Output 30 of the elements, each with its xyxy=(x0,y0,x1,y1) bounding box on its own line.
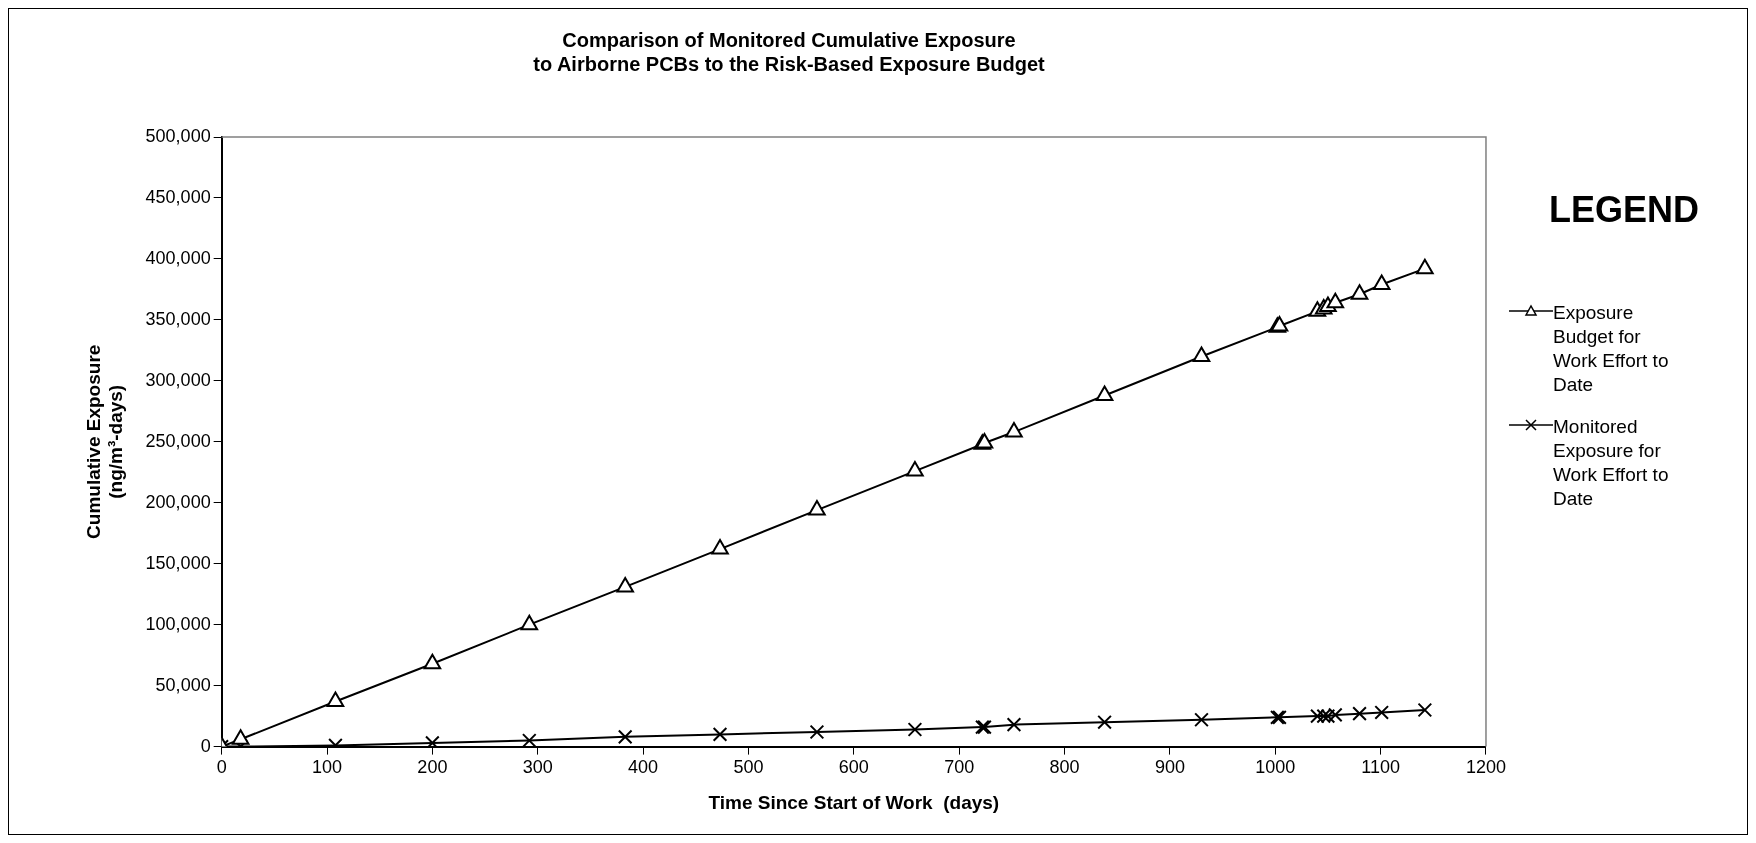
x-tick-label: 900 xyxy=(1154,757,1185,778)
x-tick-label: 1200 xyxy=(1465,757,1506,778)
x-tick-label: 500 xyxy=(733,757,764,778)
y-tick-label: 200,000 xyxy=(145,491,211,512)
x-tick-label: 600 xyxy=(838,757,869,778)
legend-label: Monitored Exposure for Work Effort to Date xyxy=(1553,415,1670,511)
x-tick-label: 800 xyxy=(1049,757,1080,778)
y-tick-label: 400,000 xyxy=(145,247,211,268)
x-tick-label: 0 xyxy=(216,757,227,778)
y-tick-label: 150,000 xyxy=(145,552,211,573)
chart-title: Comparison of Monitored Cumulative Exposure to Airborne PCBs to the Risk-Based Exposure Budget xyxy=(533,28,1046,75)
y-tick-label: 300,000 xyxy=(145,369,211,390)
y-tick-label: 250,000 xyxy=(145,430,211,451)
y-axis-title: Cumulative Exposure (ng/m³-days) xyxy=(82,344,127,539)
x-tick-label: 1000 xyxy=(1255,757,1296,778)
y-tick-label: 500,000 xyxy=(145,125,211,146)
legend-label: Exposure Budget for Work Effort to Date xyxy=(1553,301,1670,397)
legend-title: LEGEND xyxy=(1548,189,1700,231)
y-tick-label: 0 xyxy=(200,735,211,756)
x-tick-label: 300 xyxy=(522,757,553,778)
x-axis-title: Time Since Start of Work (days) xyxy=(708,791,1000,813)
x-tick-label: 200 xyxy=(417,757,448,778)
x-tick-label: 100 xyxy=(312,757,343,778)
x-tick-label: 1100 xyxy=(1361,757,1400,778)
y-tick-label: 100,000 xyxy=(145,613,211,634)
y-tick-label: 50,000 xyxy=(155,674,211,695)
x-tick-label: 700 xyxy=(944,757,975,778)
y-tick-label: 450,000 xyxy=(145,186,211,207)
y-tick-label: 350,000 xyxy=(145,308,211,329)
x-tick-label: 400 xyxy=(628,757,659,778)
